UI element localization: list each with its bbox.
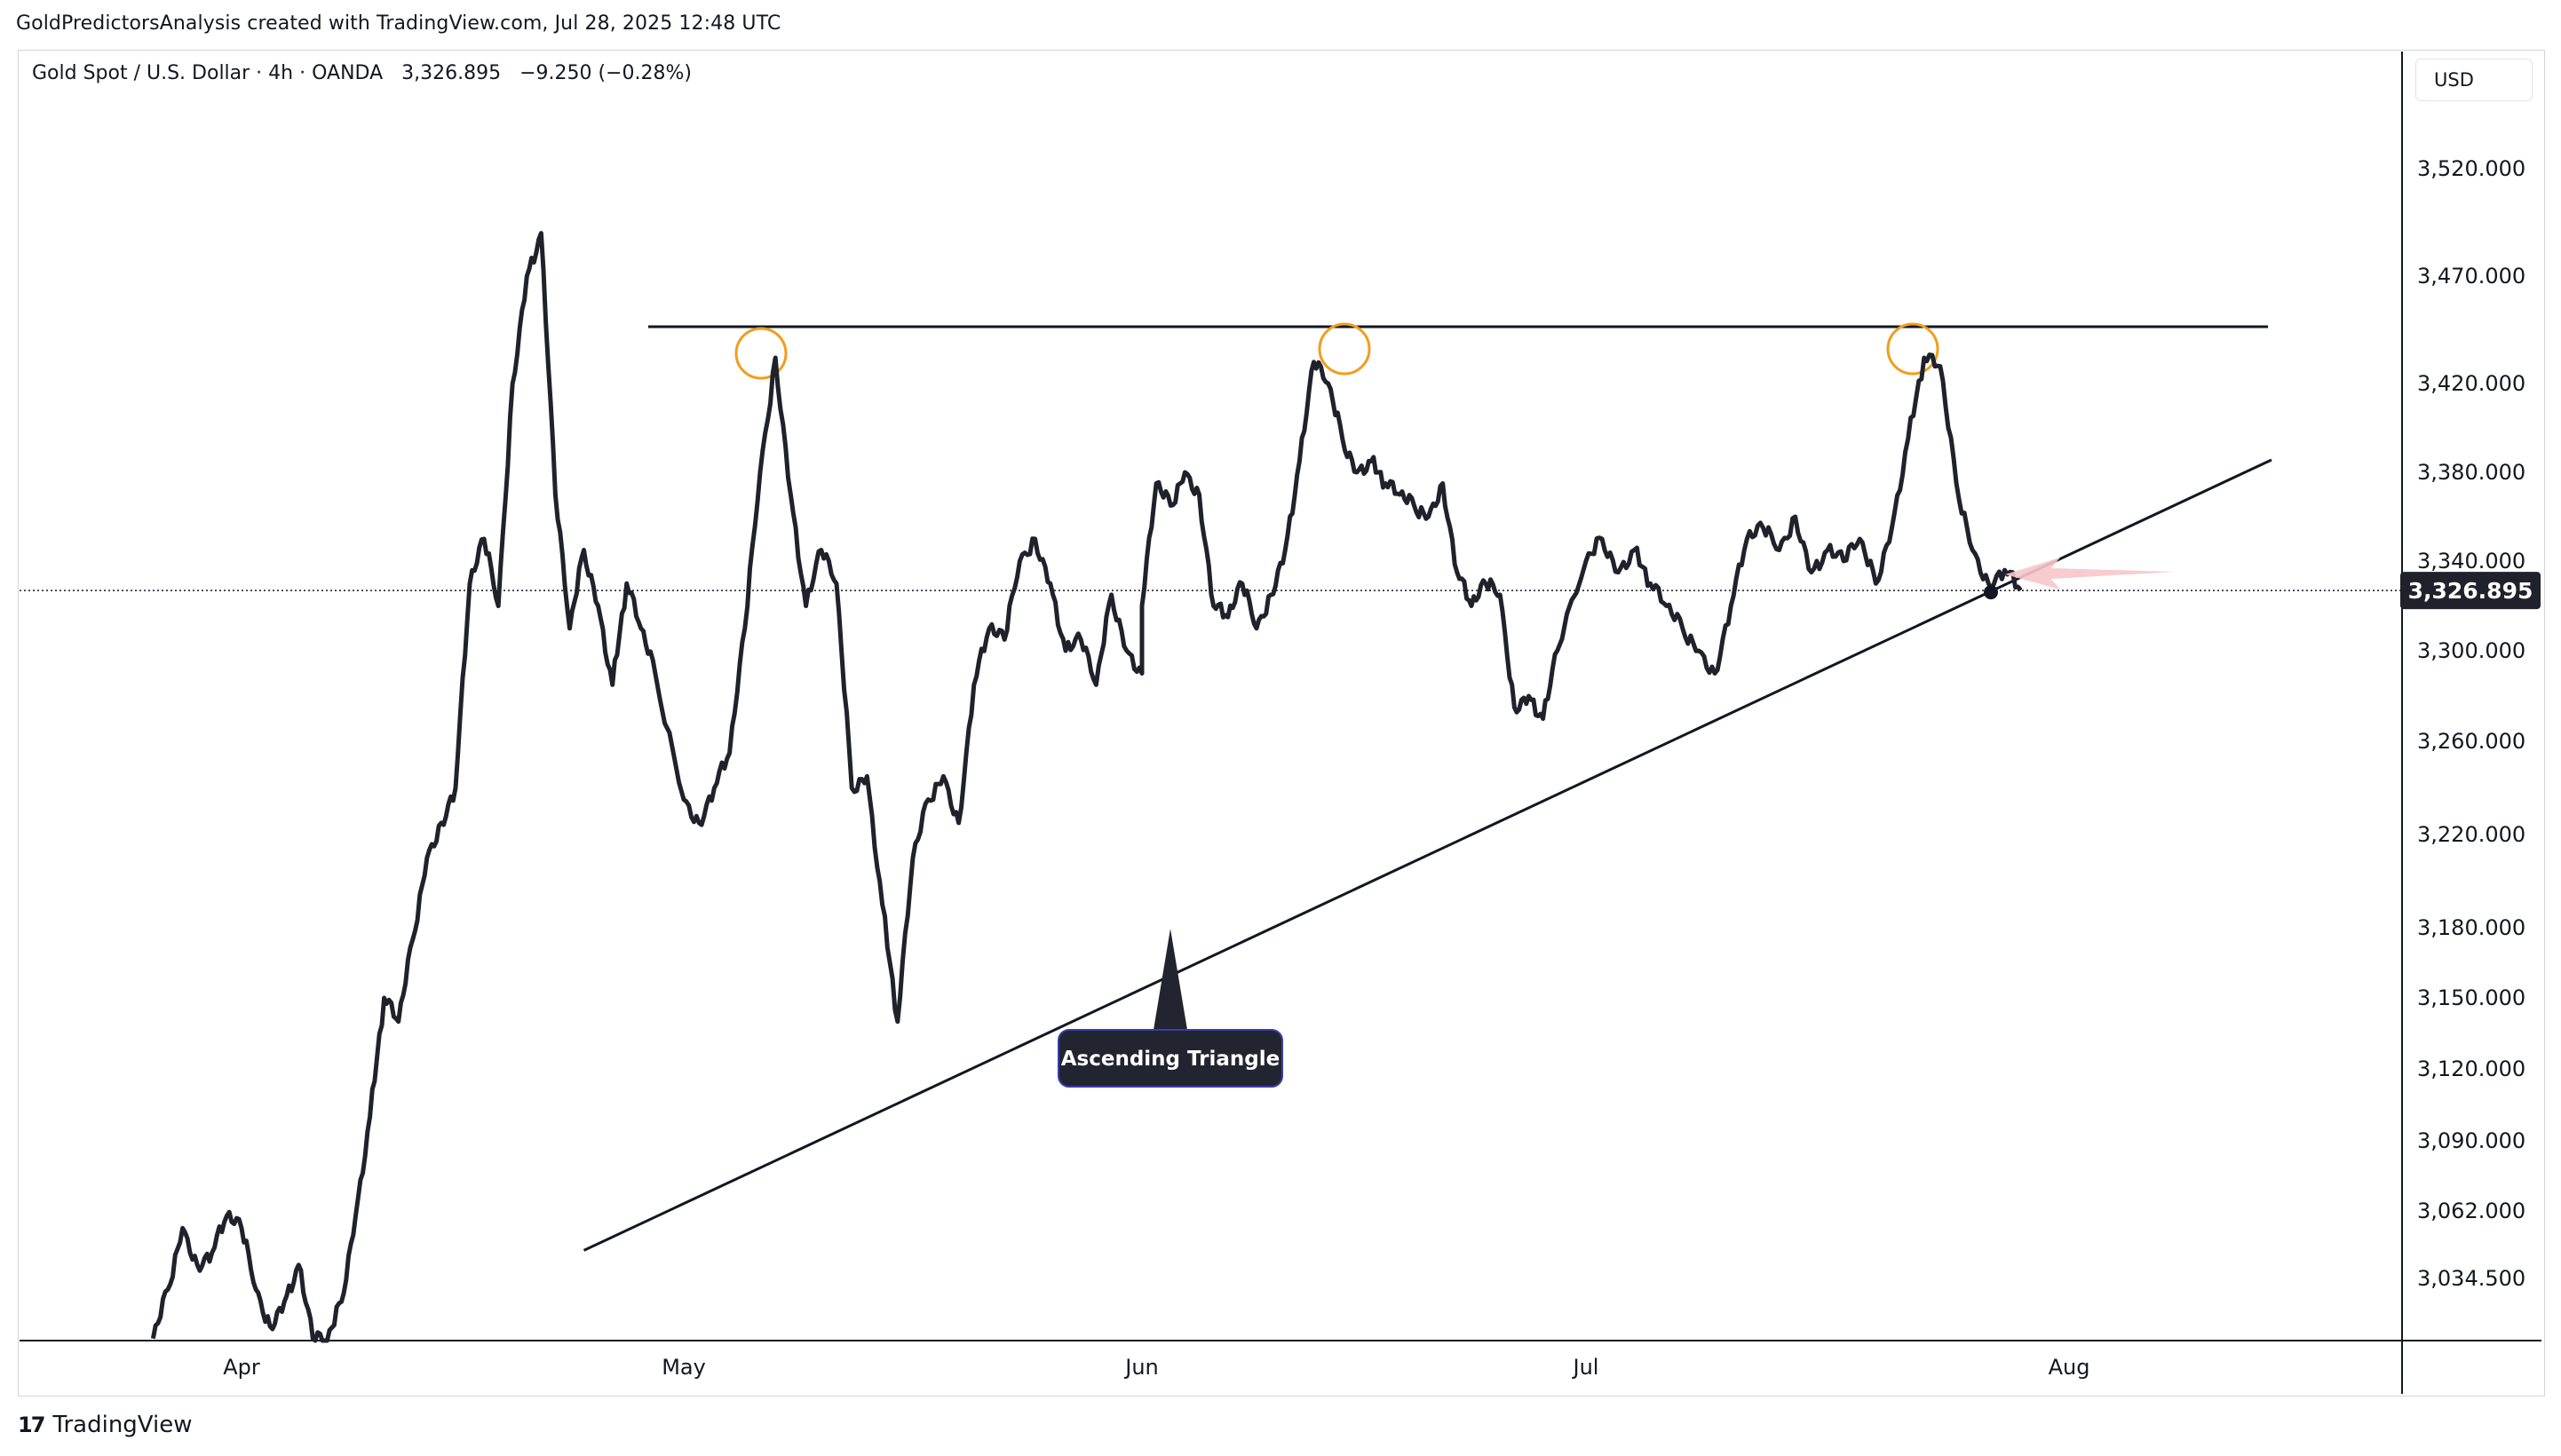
time-tick-label: May [662,1355,706,1380]
chart-caption: GoldPredictorsAnalysis created with Trad… [16,12,781,35]
last-price-dot [1984,585,1998,600]
peak-marker-circle [734,327,788,380]
price-tick-label: 3,090.000 [2417,1128,2525,1153]
symbol-name: Gold Spot / U.S. Dollar · 4h · OANDA [32,62,384,84]
price-tick-label: 3,150.000 [2417,985,2525,1010]
price-tag-background [2400,572,2541,610]
time-axis[interactable]: Apr May Jun Jul Aug [20,1340,2541,1380]
peak-marker-circle [1318,322,1371,376]
price-tick-label: 3,520.000 [2417,156,2525,181]
pattern-label: Ascending Triangle [1061,1048,1280,1071]
price-tick-label: 3,470.000 [2417,264,2525,289]
price-tick-label: 3,340.000 [2417,549,2525,574]
time-tick-label: Aug [2049,1355,2090,1380]
price-line [150,231,2023,1343]
brand-name: TradingView [52,1412,193,1438]
left-arrow-icon [2005,558,2176,590]
time-tick-label: Jun [1123,1355,1159,1380]
callout-box [1058,1029,1283,1088]
support-trendline[interactable] [583,458,2272,1252]
currency-selector[interactable]: USD [2415,59,2533,101]
current-price-label: 3,326.895 [2400,572,2541,610]
symbol-legend[interactable]: Gold Spot / U.S. Dollar · 4h · OANDA 3,3… [32,62,692,84]
price-tick-label: 3,220.000 [2417,822,2525,847]
time-tick-label: Jul [1572,1355,1599,1380]
price-tick-label: 3,420.000 [2417,371,2525,396]
tradingview-logo[interactable]: 17 TradingView [18,1412,193,1438]
price-tag-text: 3,326.895 [2408,578,2533,604]
price-tick-label: 3,300.000 [2417,638,2525,663]
arrow-shape [2005,558,2176,590]
tradingview-logo-icon: 17 [18,1412,45,1437]
chart-frame [18,50,2545,1397]
price-tick-label: 3,180.000 [2417,915,2525,940]
pattern-callout[interactable]: Ascending Triangle [1058,929,1283,1088]
price-tick-label: 3,120.000 [2417,1056,2525,1081]
peak-markers [734,322,1939,380]
last-price: 3,326.895 [401,62,502,84]
price-tick-label: 3,062.000 [2417,1199,2525,1223]
price-tick-label: 3,380.000 [2417,460,2525,485]
price-tick-label: 3,034.500 [2417,1266,2525,1291]
time-tick-label: Apr [223,1355,260,1380]
price-change: −9.250 (−0.28%) [519,62,693,84]
callout-pointer [1153,929,1188,1035]
price-axis[interactable]: 3,520.000 3,470.000 3,420.000 3,380.000 3,34… [2401,51,2525,1394]
peak-marker-circle [1886,322,1939,376]
price-tick-label: 3,260.000 [2417,729,2525,754]
